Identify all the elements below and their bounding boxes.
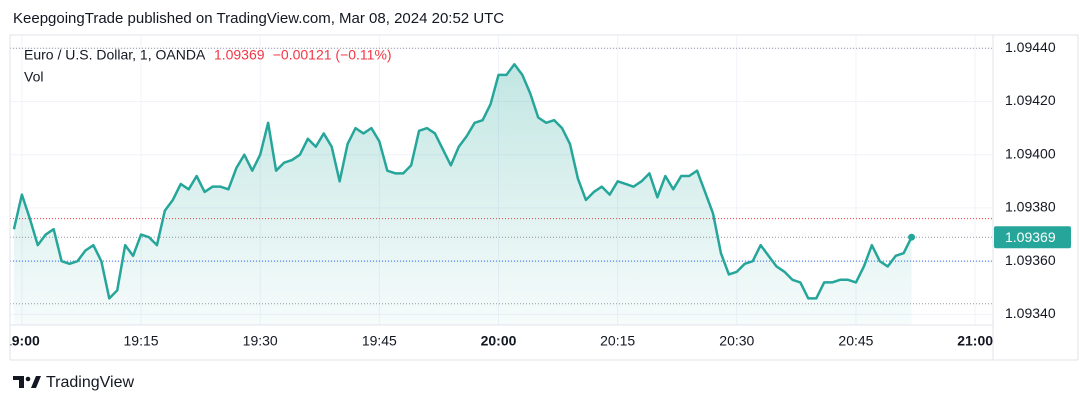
- x-axis: 19:00 19:15 19:30 19:45 20:00 20:15 20:30 20:45…: [4, 333, 993, 349]
- logo-slash: [31, 376, 41, 388]
- area-fill: [13, 64, 912, 325]
- last-price-label: 1.09369: [1005, 229, 1056, 245]
- legend-change: −0.00121 (−0.11%): [273, 47, 392, 63]
- y-axis: 1.09340 1.09360 1.09380 1.09400 1.09420 1.094…: [994, 39, 1071, 321]
- legend-price: 1.09369: [214, 47, 265, 63]
- brand-name: TradingView: [46, 374, 134, 391]
- symbol-title: Euro / U.S. Dollar, 1, OANDA: [24, 47, 206, 63]
- x-tick-label: 20:45: [838, 333, 873, 349]
- brand-logo: TradingView: [13, 374, 134, 391]
- price-line: [12, 63, 913, 300]
- x-tick-label: 19:45: [362, 333, 397, 349]
- logo-dot: [25, 376, 31, 382]
- y-tick-label: 1.09360: [1005, 252, 1056, 268]
- y-tick-label: 1.09380: [1005, 199, 1056, 215]
- x-tick-label: 20:30: [719, 333, 754, 349]
- y-tick-label: 1.09340: [1005, 305, 1056, 321]
- y-tick-label: 1.09420: [1005, 92, 1056, 108]
- x-tick-label: 19:30: [243, 333, 278, 349]
- last-point: [908, 233, 916, 241]
- x-tick-label: 20:15: [600, 333, 635, 349]
- plot-area: [10, 35, 993, 325]
- indicator-label: Vol: [24, 69, 43, 85]
- attribution: KeepgoingTrade published on TradingView.…: [13, 10, 504, 27]
- last-price-box: [994, 226, 1071, 249]
- y-tick-label: 1.09400: [1005, 145, 1056, 161]
- x-tick-label: 20:00: [481, 333, 517, 349]
- x-tick-label: 21:00: [957, 333, 993, 349]
- logo-shape: [13, 376, 24, 388]
- y-tick-label: 1.09440: [1005, 39, 1056, 55]
- x-tick-label: 19:15: [124, 333, 159, 349]
- x-tick-label: 19:00: [4, 333, 40, 349]
- legend: Euro / U.S. Dollar, 1, OANDA 1.09369 −0.…: [24, 47, 392, 85]
